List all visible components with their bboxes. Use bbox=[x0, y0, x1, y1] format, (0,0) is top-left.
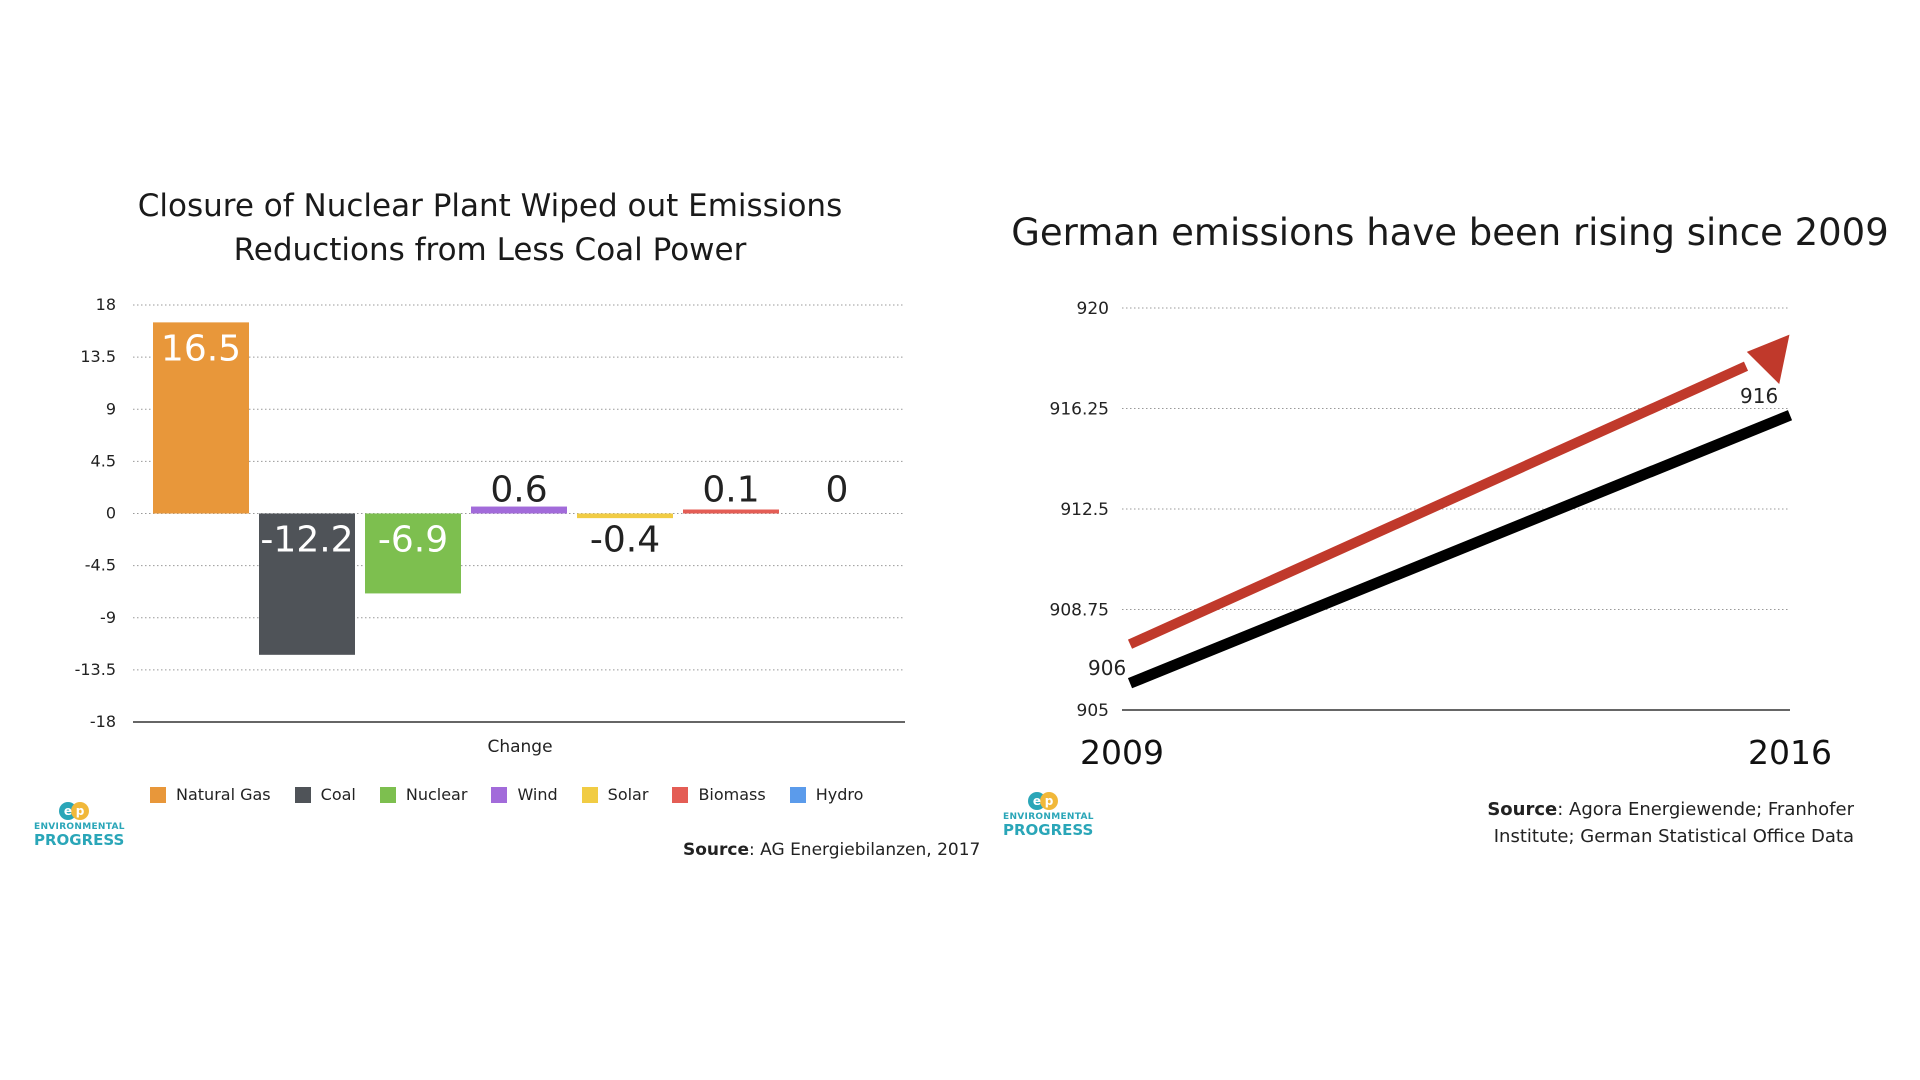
legend-swatch bbox=[672, 786, 689, 803]
right-source-text-line1: : Agora Energiewende; Franhofer bbox=[1557, 799, 1854, 820]
x-tick-label: 2009 bbox=[1080, 733, 1164, 772]
ep-logo-icon: e p bbox=[1025, 790, 1061, 812]
trend-arrow-shaft bbox=[1127, 361, 1749, 649]
left-source-text: : AG Energiebilanzen, 2017 bbox=[749, 840, 981, 860]
left-source-label: Source bbox=[683, 840, 750, 860]
right-chart-title: German emissions have been rising since … bbox=[1011, 211, 1889, 254]
legend-label: Hydro bbox=[815, 785, 864, 804]
svg-text:p: p bbox=[76, 804, 85, 818]
logo-word-environmental: ENVIRONMENTAL bbox=[1003, 812, 1094, 822]
bar-biomass bbox=[683, 509, 779, 514]
legend-label: Natural Gas bbox=[176, 785, 271, 804]
y-tick-label: 916.25 bbox=[1050, 400, 1109, 420]
environmental-progress-logo-right: e p ENVIRONMENTAL PROGRESS bbox=[1003, 790, 1094, 850]
bar-data-label: 16.5 bbox=[161, 328, 241, 369]
y-tick-label: 920 bbox=[1077, 299, 1109, 319]
legend-label: Solar bbox=[607, 785, 649, 804]
legend-item: Nuclear bbox=[379, 785, 468, 804]
left-chart-title-line2: Reductions from Less Coal Power bbox=[233, 232, 747, 268]
legend-swatch bbox=[491, 786, 508, 803]
y-tick-label: 908.75 bbox=[1050, 601, 1109, 621]
svg-text:e: e bbox=[1033, 794, 1041, 808]
trend-arrow-head bbox=[1746, 334, 1790, 385]
point-label-start: 906 bbox=[1088, 656, 1126, 680]
y-tick-label: -13.5 bbox=[75, 660, 116, 679]
bar-chart: 18 13.5 9 4.5 0 -4.5 -9 -13.5 -18 16.5 -12.2 -6.9 0.… bbox=[75, 295, 905, 757]
bar-chart-legend: Natural Gas Coal Nuclear Wind Solar Biomass Hy… bbox=[150, 785, 863, 804]
legend-swatch bbox=[294, 786, 311, 803]
legend-swatch bbox=[789, 786, 806, 803]
emissions-line bbox=[1127, 410, 1793, 689]
bar-data-label: -6.9 bbox=[378, 520, 448, 561]
legend-label: Coal bbox=[320, 785, 356, 804]
legend-item: Biomass bbox=[672, 785, 766, 804]
environmental-progress-logo-left: e p ENVIRONMENTAL PROGRESS bbox=[34, 800, 125, 860]
legend-swatch bbox=[150, 786, 166, 803]
left-chart-title-line1: Closure of Nuclear Plant Wiped out Emiss… bbox=[137, 188, 843, 224]
bar-natural-gas bbox=[153, 322, 249, 514]
svg-text:p: p bbox=[1045, 794, 1054, 808]
bar-data-label: 0.6 bbox=[490, 470, 547, 511]
y-tick-label: 9 bbox=[106, 399, 116, 418]
right-source-text-line2: Institute; German Statistical Office Dat… bbox=[1493, 826, 1854, 847]
legend-item: Natural Gas bbox=[150, 785, 271, 804]
logo-word-progress: PROGRESS bbox=[34, 831, 125, 849]
y-tick-label: 18 bbox=[96, 295, 116, 314]
bar-wind bbox=[471, 506, 567, 514]
bar-solar bbox=[577, 513, 673, 519]
legend-item: Coal bbox=[294, 785, 356, 804]
bar-nuclear bbox=[365, 513, 461, 594]
left-chart-source: Source: AG Energiebilanzen, 2017 bbox=[683, 840, 980, 860]
legend-item: Solar bbox=[581, 785, 649, 804]
legend-item: Wind bbox=[491, 785, 558, 804]
bar-data-label: -0.4 bbox=[590, 520, 660, 561]
bar-data-label: -12.2 bbox=[260, 520, 353, 561]
left-chart-title: Closure of Nuclear Plant Wiped out Emiss… bbox=[100, 184, 880, 272]
x-tick-label: 2016 bbox=[1748, 733, 1832, 772]
right-source-label: Source bbox=[1487, 799, 1558, 820]
y-tick-label: 13.5 bbox=[80, 347, 116, 366]
legend-swatch bbox=[379, 786, 396, 803]
bar-data-label: 0 bbox=[826, 470, 849, 511]
bar-data-label: 0.1 bbox=[702, 470, 759, 511]
x-axis-label: Change bbox=[487, 737, 552, 757]
legend-label: Nuclear bbox=[405, 785, 468, 804]
right-chart-source: Source: Agora Energiewende; Franhofer In… bbox=[1487, 796, 1854, 850]
y-tick-label: 4.5 bbox=[91, 451, 116, 470]
y-tick-label: -9 bbox=[100, 608, 116, 627]
legend-label: Wind bbox=[517, 785, 558, 804]
y-tick-label: -4.5 bbox=[85, 556, 116, 575]
bar-coal bbox=[259, 513, 355, 655]
ep-logo-icon: e p bbox=[56, 800, 92, 822]
y-tick-label: 905 bbox=[1077, 701, 1109, 721]
legend-swatch bbox=[581, 786, 598, 803]
line-chart: 920 916.25 912.5 908.75 905 906 916 2009 2016 bbox=[1050, 299, 1832, 772]
y-tick-label: 0 bbox=[106, 504, 116, 523]
logo-word-environmental: ENVIRONMENTAL bbox=[34, 822, 125, 832]
legend-item: Hydro bbox=[789, 785, 864, 804]
y-tick-label: 912.5 bbox=[1060, 500, 1109, 520]
y-tick-label: -18 bbox=[90, 712, 116, 731]
point-label-end: 916 bbox=[1740, 384, 1778, 408]
legend-label: Biomass bbox=[698, 785, 766, 804]
svg-text:e: e bbox=[64, 804, 72, 818]
logo-word-progress: PROGRESS bbox=[1003, 821, 1094, 839]
